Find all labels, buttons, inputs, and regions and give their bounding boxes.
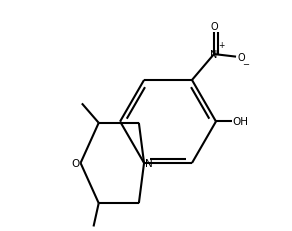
Text: −: −	[242, 59, 249, 68]
Text: O: O	[237, 52, 245, 62]
Text: O: O	[71, 158, 79, 168]
Text: N: N	[210, 50, 218, 60]
Text: N: N	[145, 158, 153, 168]
Text: O: O	[210, 22, 218, 32]
Text: OH: OH	[232, 117, 248, 127]
Text: +: +	[219, 41, 225, 50]
